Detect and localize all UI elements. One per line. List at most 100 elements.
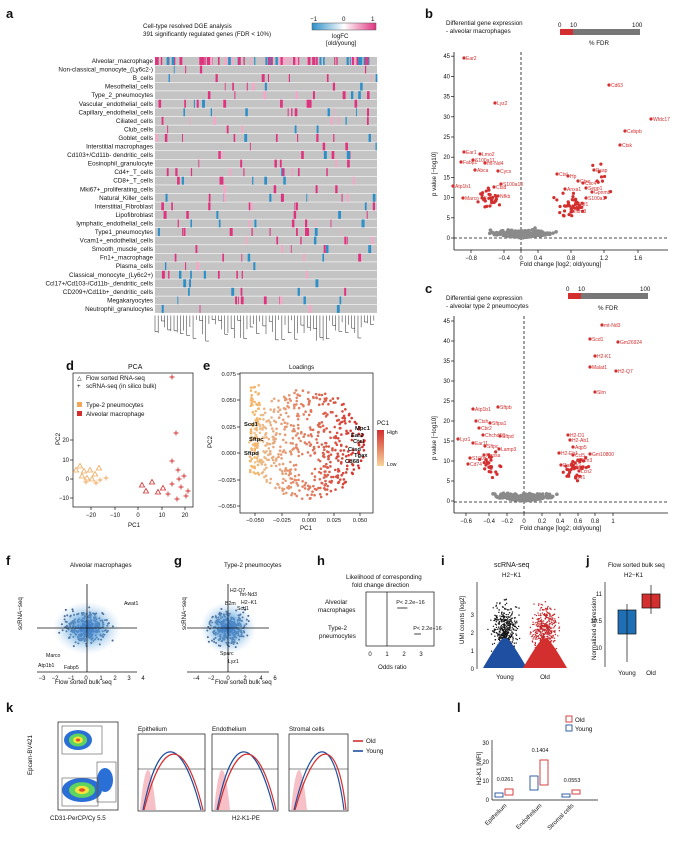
volcano-gene-label: S100a10 [503,182,523,188]
heatmap-cell [177,219,179,228]
i-violin-body [483,637,527,668]
e-loading-point [322,430,326,433]
heatmap-cell [305,228,307,236]
heatmap-cell [305,219,308,228]
heatmap-cell [339,296,342,305]
volcano-point-ns [501,228,505,233]
i-jitter-point [557,635,559,637]
heatmap-cell [235,296,238,305]
heatmap-cell [234,91,236,100]
volcano-gene-label: Ear1 [466,150,477,156]
e-loading-point [301,480,304,483]
panel-d-label: d [66,358,74,373]
i-jitter-point [496,635,499,637]
volcano-gene-label: Wfdc17 [653,117,670,123]
e-loading-point [333,425,336,429]
d-x-tick-label: −10 [110,513,121,519]
d-plot-frame [72,372,194,508]
e-loading-point [334,448,337,452]
heatmap-cell [280,57,283,65]
heatmap-cell [294,125,297,134]
e-loading-point [253,385,257,389]
i-jitter-point [498,628,500,630]
volcano-gene-label: Hp [570,174,577,180]
heatmap-cell [286,57,288,65]
volcano-point-sig [580,201,584,205]
panel-e-label: e [203,358,210,373]
i-y-tick-label: 1 [471,649,475,655]
heatmap-cell [372,202,376,211]
e-loading-point [256,418,259,421]
e-loading-point [293,474,297,478]
e-y-tick-label: 0.075 [221,372,236,378]
e-loading-point [340,433,343,436]
e-loading-point [312,484,315,488]
e-loading-point [295,481,298,485]
e-loading-point [351,432,354,435]
i-jitter-point [504,619,507,622]
h-row2-a: Type-2 [328,625,347,632]
y-tick-label: 35 [443,95,450,101]
scatter-gene-label: Marco [46,653,61,659]
heatmap-row-label: Ciliated_cells [116,118,153,125]
heatmap-row-bg [155,193,377,202]
i-jitter-point [545,616,547,618]
heatmap-cell [221,151,223,159]
i-jitter-point [532,638,534,640]
i-jitter-point [499,633,501,636]
volcano-gene-label: Ear2 [466,56,477,62]
volcano-point-sig [572,467,576,471]
heatmap-cell [331,151,335,159]
g-y-label: scRNA−seq [181,597,188,630]
e-loading-point [262,450,265,453]
volcano-labelled-point [563,187,567,191]
l-y-tick-label: 20 [482,760,489,766]
volcano-point-ns [509,496,513,501]
volcano-gene-label: Gpnmb [594,190,611,196]
i-jitter-point [553,622,555,625]
i-jitter-point [511,611,514,613]
heatmap-row-label: Type1_pneumocytes [95,229,153,236]
heatmap-cell [308,304,312,313]
i-jitter-point [491,643,494,645]
i-jitter-point [493,631,495,633]
i-jitter-point [507,620,510,622]
i-y-tick-label: 0 [471,667,475,673]
heatmap-cell [241,125,244,134]
heatmap-cell [254,219,257,228]
heatmap-cell [303,296,306,305]
e-gene-label: Ctsd [348,447,361,453]
i-jitter-point [511,633,513,635]
heatmap-cell [270,57,273,65]
heatmap-cell [165,193,168,202]
volcano-point-sig [478,457,482,462]
e-loading-point [331,447,334,450]
e-loading-point [307,441,311,444]
heatmap-cell [200,57,203,65]
e-loading-point [325,466,329,469]
i-jitter-point [495,604,498,606]
e-loading-point [289,399,292,403]
volcano-point-ns [550,494,555,499]
volcano-point-sig [564,464,568,468]
heatmap-row-label: Club_cells [124,126,153,133]
e-loading-point [343,481,346,484]
i-jitter-point [497,622,500,624]
heatmap-row-bg [155,236,377,245]
e-loading-point [275,427,278,431]
scatter-gene-label: Awat1 [124,601,138,607]
e-loading-point [342,478,346,481]
heatmap-cell [315,279,319,288]
k-title-epithelium: Epithelium [138,726,167,733]
e-loading-point [254,433,258,437]
i-jitter-point [512,639,514,641]
heatmap-cell [330,116,333,125]
k-hist-frame [288,733,349,812]
heatmap-cell [297,168,300,177]
volcano-labelled-point [557,451,561,455]
volcano-labelled-point [462,150,466,154]
volcano-point-sig [570,214,574,218]
i-jitter-point [539,630,541,633]
i-jitter-point [511,614,513,616]
volcano-point-sig [483,467,487,471]
